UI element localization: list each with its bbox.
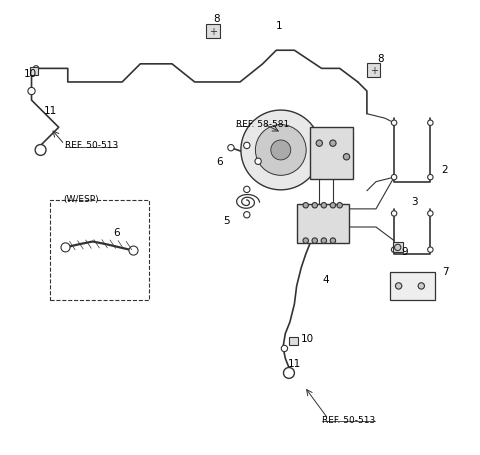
Text: 3: 3 (411, 196, 418, 206)
Bar (206, 25, 220, 39)
Text: +: + (370, 66, 378, 76)
Text: 11: 11 (288, 358, 301, 368)
Text: 2: 2 (442, 165, 448, 175)
Circle shape (428, 248, 433, 253)
Circle shape (428, 121, 433, 126)
Circle shape (428, 211, 433, 217)
Circle shape (343, 154, 349, 161)
Bar (30, 67, 38, 76)
Bar (390, 273, 435, 300)
Text: 6: 6 (113, 228, 120, 238)
Circle shape (303, 238, 309, 244)
Circle shape (228, 145, 234, 152)
Text: 10: 10 (301, 333, 314, 343)
Text: 7: 7 (442, 266, 448, 276)
Circle shape (395, 245, 401, 251)
Bar (310, 128, 353, 180)
Circle shape (28, 88, 35, 96)
Circle shape (316, 141, 323, 147)
Circle shape (284, 368, 294, 379)
Text: 9: 9 (401, 246, 408, 256)
Bar (49, 200, 149, 300)
Circle shape (281, 345, 288, 352)
Text: 10: 10 (24, 69, 36, 79)
Text: 8: 8 (214, 14, 220, 24)
Bar (367, 64, 381, 77)
Circle shape (255, 159, 261, 165)
Text: REF. 58-581: REF. 58-581 (236, 120, 289, 129)
Circle shape (391, 121, 397, 126)
Circle shape (330, 203, 336, 208)
Text: 11: 11 (44, 106, 58, 116)
Circle shape (35, 145, 46, 156)
Circle shape (330, 238, 336, 244)
Circle shape (321, 203, 326, 208)
Circle shape (312, 203, 317, 208)
Bar (297, 205, 349, 243)
Circle shape (244, 187, 250, 193)
Text: 1: 1 (276, 21, 283, 31)
Circle shape (337, 203, 342, 208)
Text: 4: 4 (323, 274, 329, 284)
Circle shape (244, 212, 250, 218)
Circle shape (61, 243, 70, 253)
Text: REF. 50-513: REF. 50-513 (323, 415, 376, 424)
Circle shape (321, 238, 326, 244)
Circle shape (396, 283, 402, 289)
Circle shape (391, 211, 397, 217)
Bar (289, 338, 298, 345)
Circle shape (391, 175, 397, 181)
Circle shape (391, 248, 397, 253)
Circle shape (418, 283, 424, 289)
Circle shape (330, 141, 336, 147)
Circle shape (33, 66, 39, 72)
Text: 6: 6 (216, 157, 223, 167)
Circle shape (271, 141, 291, 161)
Text: 8: 8 (377, 54, 384, 64)
Text: +: + (209, 27, 217, 37)
Circle shape (303, 203, 309, 208)
Circle shape (255, 125, 306, 176)
Text: 5: 5 (223, 216, 229, 226)
Text: (W/ESP): (W/ESP) (63, 195, 99, 204)
Circle shape (241, 111, 321, 190)
Circle shape (428, 175, 433, 181)
Text: REF. 50-513: REF. 50-513 (65, 141, 118, 150)
Circle shape (129, 247, 138, 256)
Circle shape (312, 238, 317, 244)
Bar (393, 243, 403, 253)
Circle shape (244, 143, 250, 149)
